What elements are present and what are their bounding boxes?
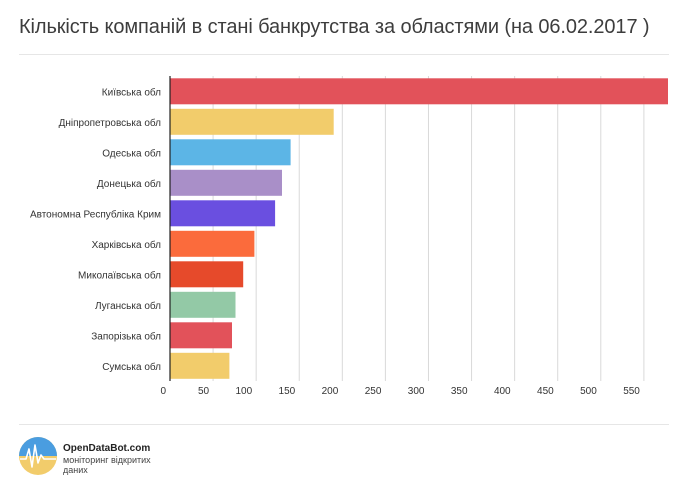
category-label-4: Автономна Республіка Крим <box>30 208 161 220</box>
category-label-6: Миколаївська обл <box>78 269 161 281</box>
x-tick-label-2: 100 <box>235 386 252 397</box>
bar-1 <box>170 108 334 135</box>
bar-chart: Київська обл Дніпропетровська обл Одеська … <box>30 76 668 397</box>
x-tick-label-4: 200 <box>322 386 339 397</box>
x-tick-label-6: 300 <box>408 386 425 397</box>
x-tick-label-5: 250 <box>365 386 382 397</box>
x-tick-label-1: 50 <box>198 386 210 397</box>
bar-2 <box>170 139 291 166</box>
category-label-2: Одеська обл <box>102 147 161 159</box>
bar-5 <box>170 230 255 257</box>
category-label-0: Київська обл <box>102 86 161 98</box>
x-tick-label-0: 0 <box>160 386 166 397</box>
category-label-8: Запорізька обл <box>91 330 161 342</box>
opendatabot-logo-icon <box>19 437 57 475</box>
category-label-3: Донецька обл <box>97 178 161 190</box>
bar-3 <box>170 169 282 196</box>
footer-divider <box>19 424 669 425</box>
x-tick-label-7: 350 <box>451 386 468 397</box>
category-label-9: Сумська обл <box>102 361 161 373</box>
bar-6 <box>170 261 244 288</box>
x-tick-label-9: 450 <box>537 386 554 397</box>
x-tick-label-11: 550 <box>623 386 640 397</box>
title-divider <box>19 54 669 55</box>
bar-0 <box>170 78 668 105</box>
x-tick-label-8: 400 <box>494 386 511 397</box>
brand-tagline: моніторинг відкритих даних <box>63 455 151 475</box>
bar-7 <box>170 291 236 318</box>
brand-name: OpenDataBot.com <box>63 443 151 454</box>
bar-4 <box>170 200 276 227</box>
category-label-7: Луганська обл <box>95 300 161 312</box>
x-tick-label-3: 150 <box>279 386 296 397</box>
category-label-1: Дніпропетровська обл <box>59 117 162 129</box>
x-tick-label-10: 500 <box>580 386 597 397</box>
bar-8 <box>170 322 232 349</box>
chart-title: Кількість компаній в стані банкрутства з… <box>19 16 650 38</box>
bar-9 <box>170 352 230 379</box>
category-label-5: Харківська обл <box>92 239 162 251</box>
